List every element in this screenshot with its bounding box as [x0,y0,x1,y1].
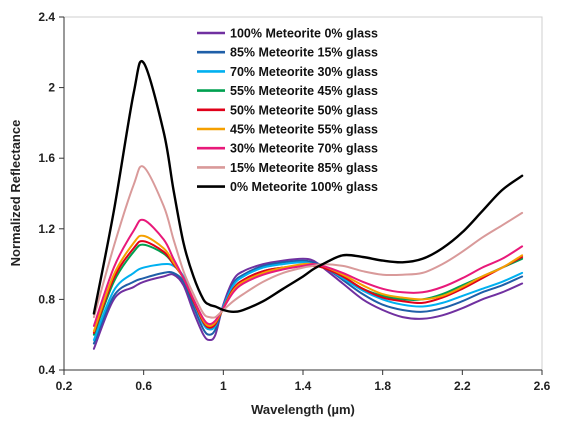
legend-label-2: 85% Meteorite 15% glass [230,46,378,60]
ticks-layer: 0.2 0.6 1 1.4 1.8 2.2 2.6 0.4 0.8 1.2 1.6 2 2.4 [38,10,550,393]
y-tick-label: 2.4 [38,10,55,24]
y-tick-label: 1.2 [38,222,55,236]
y-tick-label: 2 [48,81,55,95]
legend-label-5: 50% Meteorite 50% glass [230,103,378,117]
x-axis-title: Wavelength (µm) [251,402,355,417]
legend: 100% Meteorite 0% glass 85% Meteorite 15%… [197,27,378,194]
x-tick-label: 1.4 [295,379,312,393]
series-line-7 [92,218,524,327]
y-tick-label: 0.4 [38,363,55,377]
legend-label-3: 70% Meteorite 30% glass [230,65,378,79]
series-layer [92,60,524,350]
series-line-3 [92,261,524,341]
x-tick-label: 2.6 [534,379,551,393]
series-line-5 [92,240,524,334]
x-tick-label: 0.2 [56,379,73,393]
legend-label-8: 15% Meteorite 85% glass [230,161,378,175]
x-tick-label: 2.2 [454,379,471,393]
y-tick-label: 1.6 [38,151,55,165]
x-tick-label: 0.6 [135,379,152,393]
legend-label-4: 55% Meteorite 45% glass [230,84,378,98]
series-line-2 [92,259,524,345]
legend-label-7: 30% Meteorite 70% glass [230,142,378,156]
series-line-9 [92,60,524,315]
x-tick-label: 1 [220,379,227,393]
legend-label-9: 0% Meteorite 100% glass [230,180,378,194]
legend-label-6: 45% Meteorite 55% glass [230,123,378,137]
x-tick-label: 1.8 [374,379,391,393]
y-tick-label: 0.8 [38,292,55,306]
y-axis-title: Normalized Reflectance [8,120,23,267]
series-line-6 [92,234,524,333]
legend-label-1: 100% Meteorite 0% glass [230,27,378,41]
series-line-8 [92,165,524,319]
series-line-1 [92,257,524,350]
